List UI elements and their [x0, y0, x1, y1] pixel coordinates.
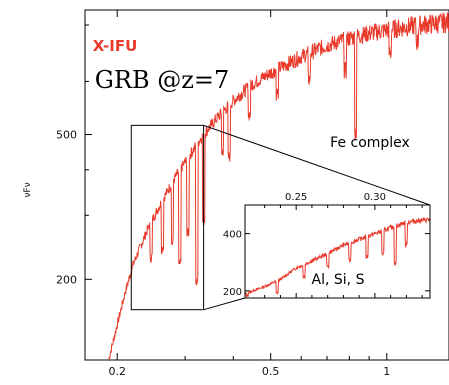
instrument-label: X-IFU: [93, 37, 138, 55]
inset-spectrum-line: [244, 217, 431, 298]
y-axis-title: νFν: [23, 182, 33, 197]
x-tick-label: 0.5: [262, 365, 280, 378]
spectrum-series-line: [108, 12, 449, 360]
zoom-connector-bottom: [203, 297, 246, 311]
inset-x-axis-ticks: 0.25 0.30: [264, 192, 423, 298]
y-tick-label: 500: [56, 129, 77, 142]
inset-elements-label: Al, Si, S: [312, 272, 365, 288]
zoom-box: [130, 124, 205, 311]
x-axis-ticks: 0.2 0.5 1: [108, 10, 390, 378]
plot-frame: [84, 9, 449, 361]
main-plot: 0.2 0.5 1 200 500: [56, 9, 449, 378]
x-tick-label: 1: [383, 365, 390, 378]
x-tick-label: 0.2: [108, 365, 126, 378]
inset-plot: 0.25 0.30 200 400 Al, Si, S: [223, 192, 431, 299]
fe-complex-label: Fe complex: [330, 135, 410, 151]
inset-y-tick-label: 400: [223, 230, 242, 241]
inset-x-tick-label: 0.25: [285, 192, 307, 203]
inset-y-axis-ticks: 200 400: [223, 230, 430, 298]
inset-x-tick-label: 0.30: [364, 192, 386, 203]
inset-y-tick-label: 200: [223, 287, 242, 298]
zoom-connector-top: [203, 124, 431, 206]
grb-redshift-label: GRB @z=7: [95, 66, 230, 94]
y-axis-ticks: 200 500: [56, 24, 92, 286]
inset-frame: [244, 204, 431, 299]
y-tick-label: 200: [56, 273, 77, 286]
